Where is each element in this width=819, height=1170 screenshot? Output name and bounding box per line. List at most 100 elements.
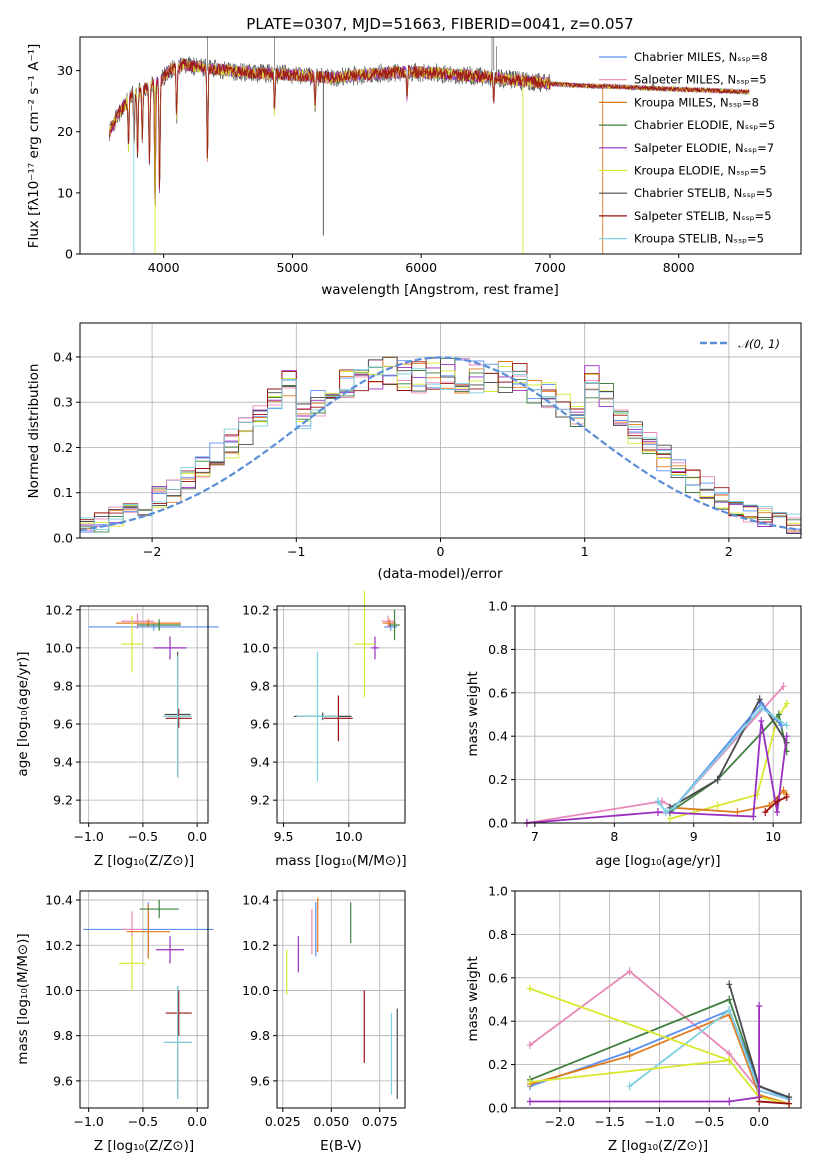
legend-label-7: Salpeter STELIB, Nₛₛₚ=5: [634, 209, 772, 223]
y-tick-label: 0.1: [53, 485, 73, 500]
y-tick-label: 0.2: [53, 440, 73, 455]
y-tick-label: 9.2: [53, 793, 73, 808]
y-tick-label: 0.8: [488, 642, 508, 657]
legend-label-3: Chabrier ELODIE, Nₛₛₚ=5: [634, 118, 775, 132]
weight-marker-c7: [762, 808, 769, 817]
weight-marker-c7: [756, 1097, 763, 1106]
weight-marker-c4: [526, 1097, 533, 1106]
x-tick-label: 2: [725, 544, 733, 559]
legend-label-5: Kroupa ELODIE, Nₛₛₚ=5: [634, 164, 767, 178]
age-vs-mass-frame: [276, 605, 406, 824]
y-tick-label: 9.2: [250, 793, 270, 808]
weight-marker-c7: [786, 1099, 793, 1108]
weight-marker-c3: [726, 995, 733, 1004]
x-tick-label: 0.0: [187, 829, 207, 844]
weight-marker-c1: [626, 967, 633, 976]
y-tick-label: 0.6: [488, 685, 508, 700]
weight-marker-c5: [714, 801, 721, 810]
y-tick-label: 10.4: [242, 893, 270, 908]
residuals-ylabel: Normed distribution: [26, 364, 42, 499]
weight-marker-c5b: [726, 1056, 733, 1065]
age-vs-Z-ylabel: age [log₁₀(age/yr)]: [15, 651, 31, 776]
x-tick-label: 0.050: [313, 1114, 349, 1129]
y-tick-label: 10.2: [242, 602, 270, 617]
age-vs-mass-xlabel: mass [log₁₀(M/M⊙)]: [275, 853, 406, 869]
mass-vs-Z-xlabel: Z [log₁₀(Z/Z⊙)]: [94, 1138, 194, 1154]
y-tick-label: 10.2: [45, 602, 73, 617]
weight-marker-c6: [714, 775, 721, 784]
x-tick-label: −2.0: [545, 1114, 575, 1129]
mass-vs-EBV-xlabel: E(B-V): [320, 1138, 362, 1154]
y-tick-label: 9.8: [53, 1028, 73, 1043]
y-tick-label: 0.3: [53, 395, 73, 410]
weight-vs-age-ylabel: mass weight: [465, 671, 481, 756]
weight-line-c5: [529, 987, 790, 1105]
y-tick-label: 10.0: [242, 640, 270, 655]
y-tick-label: 9.6: [250, 1073, 270, 1088]
spectrum-line-7: [109, 58, 750, 206]
weight-marker-c8: [758, 703, 765, 712]
spectrum-xlabel: wavelength [Angstrom, rest frame]: [321, 282, 559, 298]
y-tick-label: 9.8: [250, 678, 270, 693]
x-tick-label: 1: [581, 544, 589, 559]
y-tick-label: 0.2: [488, 1057, 508, 1072]
weight-marker-c5: [783, 699, 790, 708]
residuals-xlabel: (data-model)/error: [377, 566, 503, 582]
y-tick-label: 0: [65, 247, 73, 262]
weight-marker-c2: [780, 786, 787, 795]
residuals-legend-label: 𝒩(0, 1): [738, 337, 780, 351]
legend-label-4: Salpeter ELODIE, Nₛₛₚ=7: [634, 141, 774, 155]
x-tick-label: −0.5: [694, 1114, 724, 1129]
x-tick-label: 4000: [148, 260, 180, 275]
weight-vs-age-frame: [514, 605, 802, 824]
mass-vs-Z-ylabel: mass [log₁₀(M/M⊙)]: [15, 933, 31, 1064]
y-tick-label: 9.8: [53, 678, 73, 693]
y-tick-label: 1.0: [488, 599, 508, 614]
y-tick-label: 10.2: [45, 938, 73, 953]
weight-marker-c6: [756, 695, 763, 704]
y-tick-label: 20: [57, 124, 73, 139]
x-tick-label: 8: [610, 829, 618, 844]
y-tick-label: 9.6: [53, 717, 73, 732]
spectrum-ylabel: Flux [fλ10⁻¹⁷ erg cm⁻² s⁻¹ A⁻¹]: [26, 44, 42, 249]
y-tick-label: 0.4: [53, 349, 73, 364]
x-tick-label: 10.0: [335, 829, 363, 844]
y-tick-label: 10.2: [242, 938, 270, 953]
x-tick-label: 0.025: [265, 1114, 301, 1129]
weight-marker-c7: [774, 797, 781, 806]
y-tick-label: 10: [57, 185, 73, 200]
weight-marker-c2: [734, 808, 741, 817]
x-tick-label: 0.0: [749, 1114, 769, 1129]
weight-marker-c5: [526, 984, 533, 993]
x-tick-label: 0: [437, 544, 445, 559]
weight-line-c3: [669, 712, 788, 813]
y-tick-label: 10.4: [45, 893, 73, 908]
spectrum-frame: [79, 36, 802, 255]
y-tick-label: 30: [57, 63, 73, 78]
figure-title: PLATE=0307, MJD=51663, FIBERID=0041, z=0…: [246, 15, 633, 33]
y-tick-label: 0.0: [488, 1101, 508, 1116]
mass-vs-Z-panel: −1.0 −0.5 0.0 9.6 9.8 10.0 10.2 10.4 Z [log₁₀(Z…: [15, 890, 214, 1154]
x-tick-label: 7000: [534, 260, 566, 275]
weight-vs-age-panel: 7 8 9 10 0.0 0.2 0.4 0.6 0.8 1.0 age [log₁₀(age/y…: [465, 599, 802, 869]
weight-vs-Z-ylabel: mass weight: [465, 956, 481, 1041]
histogram-c6: [80, 356, 801, 534]
x-tick-label: 0.0: [187, 1114, 207, 1129]
weight-marker-c3: [775, 710, 782, 719]
weight-marker-c8: [726, 1006, 733, 1015]
y-tick-label: 0.0: [53, 531, 73, 546]
mass-vs-Z-frame: [79, 890, 209, 1109]
residuals-legend: 𝒩(0, 1): [700, 337, 780, 351]
weight-vs-Z-panel: −2.0 −1.5 −1.0 −0.5 0.0 0.0 0.2 0.4 0.6 0.8 1.0 Z …: [465, 884, 802, 1154]
weight-marker-c4: [783, 732, 790, 741]
y-tick-label: 0.2: [488, 772, 508, 787]
weight-line-c4: [529, 1006, 760, 1103]
weight-line-c1: [526, 685, 785, 824]
x-tick-label: −2: [143, 544, 161, 559]
weight-marker-c8: [783, 721, 790, 730]
weight-marker-c6: [726, 980, 733, 989]
age-vs-Z-frame: [79, 605, 209, 824]
x-tick-label: −0.5: [128, 1114, 158, 1129]
weight-marker-c8: [626, 1082, 633, 1091]
